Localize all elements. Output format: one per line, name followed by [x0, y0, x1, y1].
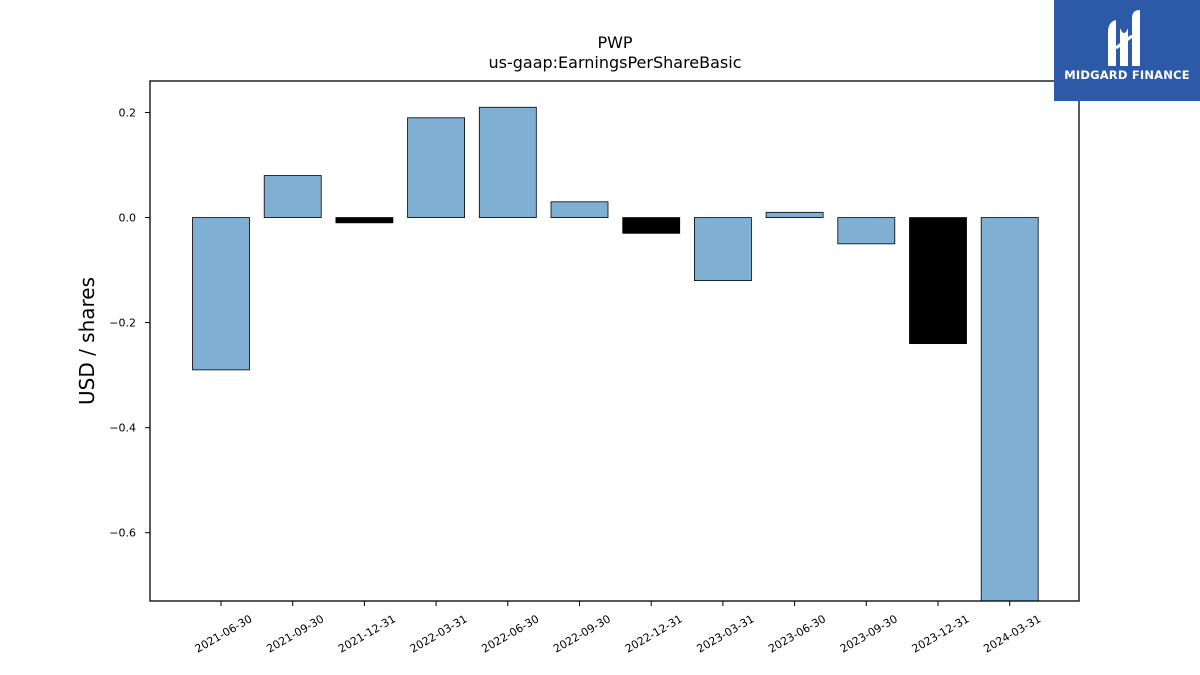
bar-2021-06-30	[192, 217, 250, 371]
x-ticks-group: 2021-06-30 2021-09-30 2021-12-31 2022-03-31…	[193, 601, 1043, 656]
x-tick-label: 2022-03-31	[408, 612, 470, 655]
bar-2023-09-30	[837, 217, 896, 245]
brand-logo: MIDGARD FINANCE	[1054, 0, 1200, 101]
bar-2022-03-31	[407, 117, 466, 218]
x-tick-label: 2021-09-30	[264, 612, 326, 655]
bar-2023-12-31	[909, 217, 967, 345]
bars-group	[192, 106, 1039, 602]
x-tick-label: 2022-09-30	[551, 612, 613, 655]
x-tick-label: 2021-06-30	[193, 612, 255, 655]
brand-name: MIDGARD FINANCE	[1064, 68, 1190, 82]
x-tick-label: 2022-06-30	[479, 612, 541, 655]
plot-frame	[149, 80, 1080, 602]
y-tick-label: 0.0	[119, 212, 137, 225]
bar-2022-09-30	[550, 201, 609, 218]
y-tick-label: −0.4	[109, 422, 136, 435]
bar-2021-09-30	[263, 175, 322, 218]
bar-2021-12-31	[335, 217, 394, 224]
x-tick-label: 2024-03-31	[981, 612, 1043, 655]
x-tick-label: 2023-03-31	[695, 612, 757, 655]
x-tick-label: 2021-12-31	[336, 612, 398, 655]
x-tick-label: 2023-09-30	[838, 612, 900, 655]
y-ticks-group: 0.2 0.0 −0.2 −0.4 −0.6	[109, 107, 150, 540]
y-tick-label: 0.2	[119, 107, 137, 120]
y-tick-label: −0.2	[109, 317, 136, 330]
midgard-logo-icon	[1108, 10, 1140, 66]
y-axis-label: USD / shares	[75, 277, 99, 405]
chart-title: PWP	[597, 33, 632, 52]
bar-2022-06-30	[478, 106, 537, 218]
bar-2023-06-30	[765, 211, 824, 218]
chart-subtitle: us-gaap:EarningsPerShareBasic	[488, 53, 741, 72]
x-tick-label: 2022-12-31	[623, 612, 685, 655]
bar-2023-03-31	[694, 217, 752, 281]
x-tick-label: 2023-06-30	[766, 612, 828, 655]
bar-2022-12-31	[622, 217, 681, 234]
x-tick-label: 2023-12-31	[910, 612, 972, 655]
y-tick-label: −0.6	[109, 527, 136, 540]
bar-2024-03-31	[980, 217, 1039, 602]
